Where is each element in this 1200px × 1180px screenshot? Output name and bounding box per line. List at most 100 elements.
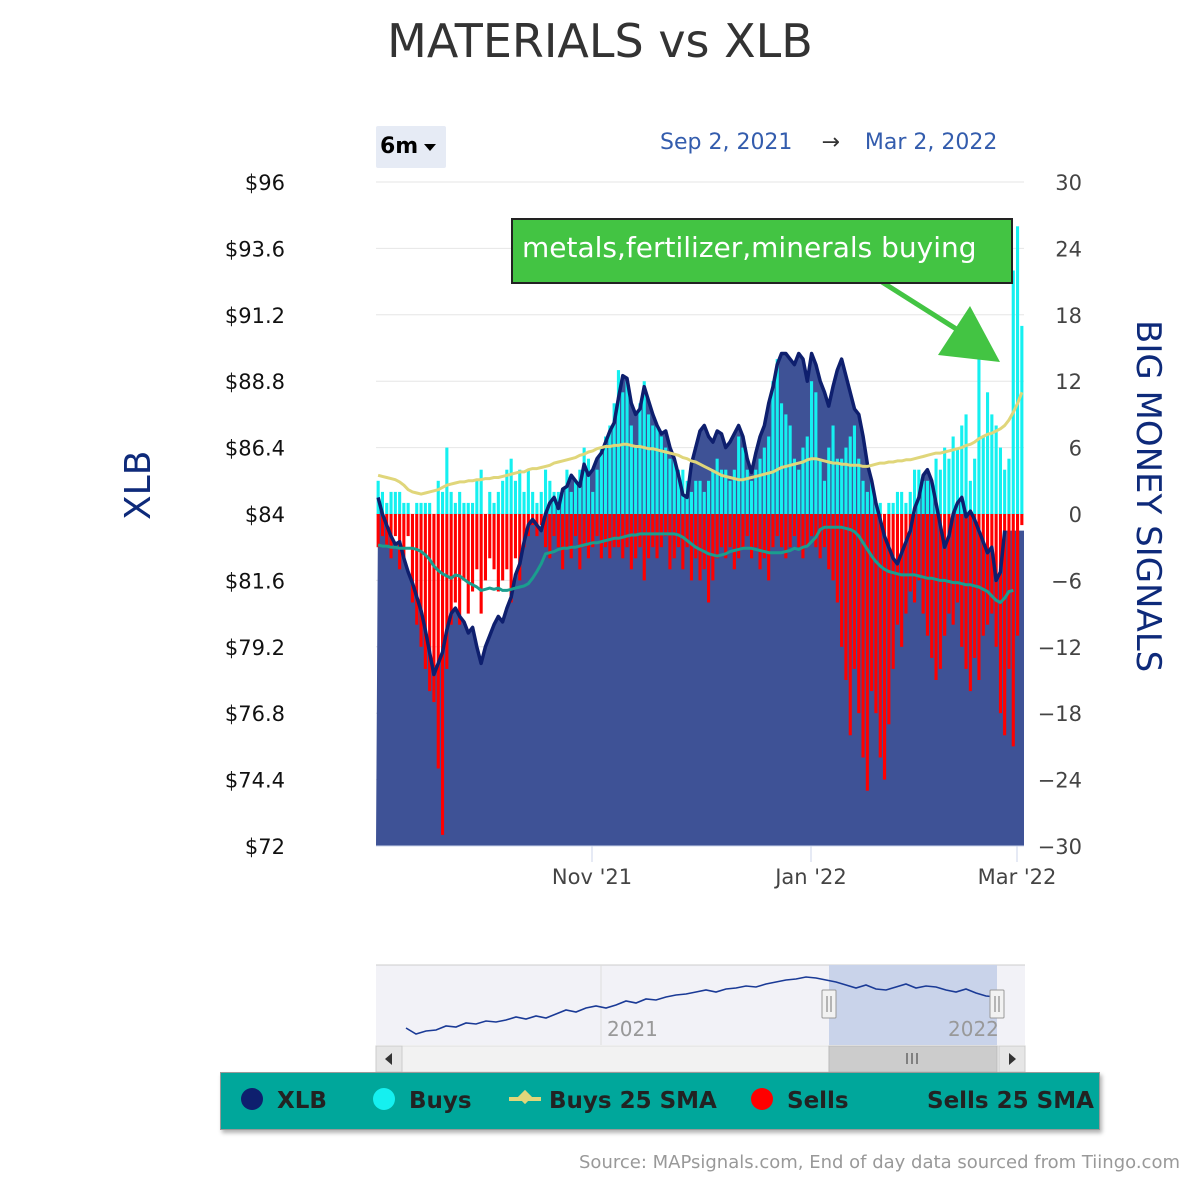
buys-sma-line (377, 391, 1024, 496)
sell-bar (861, 514, 865, 758)
sell-bar (651, 514, 655, 548)
buy-bar (857, 458, 861, 514)
date-to[interactable]: Mar 2, 2022 (864, 130, 998, 155)
buy-bar (732, 469, 736, 514)
navigator-selected-range[interactable] (829, 965, 997, 1045)
sell-bar (767, 514, 771, 581)
buy-bar (964, 414, 968, 514)
buy-bar (634, 447, 638, 514)
circle-icon (373, 1087, 395, 1110)
sell-bar (604, 514, 608, 548)
buy-bar (784, 414, 788, 514)
sell-bar (406, 514, 410, 537)
legend-item-buys[interactable]: Buys (373, 1086, 472, 1116)
scrollbar-thumb[interactable] (828, 1045, 998, 1073)
sell-bar (762, 514, 766, 559)
buy-bar (505, 469, 509, 514)
legend-item-xlb[interactable]: XLB (241, 1086, 327, 1116)
buy-bar (754, 469, 758, 514)
buy-bar (398, 491, 402, 514)
buy-bar (994, 425, 998, 514)
navigator-handle[interactable] (821, 989, 837, 1019)
sell-bar (595, 514, 599, 537)
sell-bar (441, 514, 445, 835)
buy-bar (513, 480, 517, 514)
sell-bar (436, 514, 440, 769)
sell-bar (788, 514, 792, 548)
buy-bar (616, 370, 620, 514)
buy-bar (831, 425, 835, 514)
arrow-right-icon: → (821, 130, 840, 155)
buy-bar (453, 502, 457, 514)
range-selector-button[interactable]: 6m (376, 126, 446, 168)
sell-bar (887, 514, 891, 725)
buy-bar (466, 502, 470, 514)
sell-bar (539, 514, 543, 526)
date-range: Sep 2, 2021 → Mar 2, 2022 (660, 130, 1020, 155)
x-tick-label: Mar '22 (978, 865, 1057, 889)
y-right-tick-label: −6 (1051, 569, 1082, 593)
sell-bar (574, 514, 578, 537)
buy-bar (745, 469, 749, 514)
navigator-handle[interactable] (989, 989, 1005, 1019)
buy-bar (479, 469, 483, 514)
buy-bar (715, 458, 719, 514)
sell-bar (672, 514, 676, 559)
buy-bar (737, 436, 741, 514)
arrow-head (938, 306, 1000, 362)
buy-bar (938, 469, 942, 514)
legend-item-buys-sma[interactable]: Buys 25 SMA (509, 1086, 717, 1116)
sell-bar (505, 514, 509, 570)
buy-bar (561, 491, 565, 514)
buy-bar (719, 469, 723, 514)
legend-item-sells[interactable]: Sells (751, 1086, 849, 1116)
buy-bar (672, 458, 676, 514)
buy-bar (1007, 458, 1011, 514)
sell-bar (990, 514, 994, 614)
sell-bar (629, 514, 633, 570)
buy-bar (509, 458, 513, 514)
buy-bar (471, 502, 475, 514)
sell-bar (857, 514, 861, 714)
sell-bar (784, 514, 788, 559)
buy-bar (488, 491, 492, 514)
y-left-tick-label: $72 (245, 835, 285, 859)
buy-bar (385, 502, 389, 514)
sell-bar (492, 514, 496, 570)
navigator-series-line (405, 976, 997, 1035)
sell-bar (664, 514, 668, 537)
sell-bar (582, 514, 586, 548)
sell-bar (960, 514, 964, 647)
sell-bar (891, 514, 895, 669)
date-from[interactable]: Sep 2, 2021 (660, 130, 793, 155)
sell-bar (458, 514, 462, 625)
legend-item-sells-sma[interactable]: Sells 25 SMA (927, 1086, 1094, 1116)
sell-bar (513, 514, 517, 559)
buy-bar (419, 502, 423, 514)
buy-bar (852, 425, 856, 514)
sell-bar (488, 514, 492, 559)
buy-bar (569, 491, 573, 514)
navigator-label: 2022 (948, 1017, 999, 1041)
sell-bar (466, 514, 470, 614)
sell-bar (638, 514, 642, 548)
sell-bar (1003, 514, 1007, 736)
buy-bar (578, 469, 582, 514)
sell-bar (745, 514, 749, 537)
sell-bar (462, 514, 466, 581)
sell-bar (917, 514, 921, 581)
sell-bar (775, 514, 779, 537)
navigator[interactable]: 2021 2022 (375, 964, 1026, 1073)
left-axis-title: XLB (118, 450, 159, 520)
y-left-tick-label: $96 (245, 171, 285, 195)
buy-bar (535, 502, 539, 514)
sell-bar (895, 514, 899, 625)
buy-bar (591, 491, 595, 514)
buy-bar (788, 425, 792, 514)
sell-bar (376, 514, 380, 548)
buy-bar (621, 392, 625, 514)
buy-bar (389, 491, 393, 514)
buy-bar (835, 458, 839, 514)
buy-bar (595, 469, 599, 514)
sell-bar (556, 514, 560, 548)
